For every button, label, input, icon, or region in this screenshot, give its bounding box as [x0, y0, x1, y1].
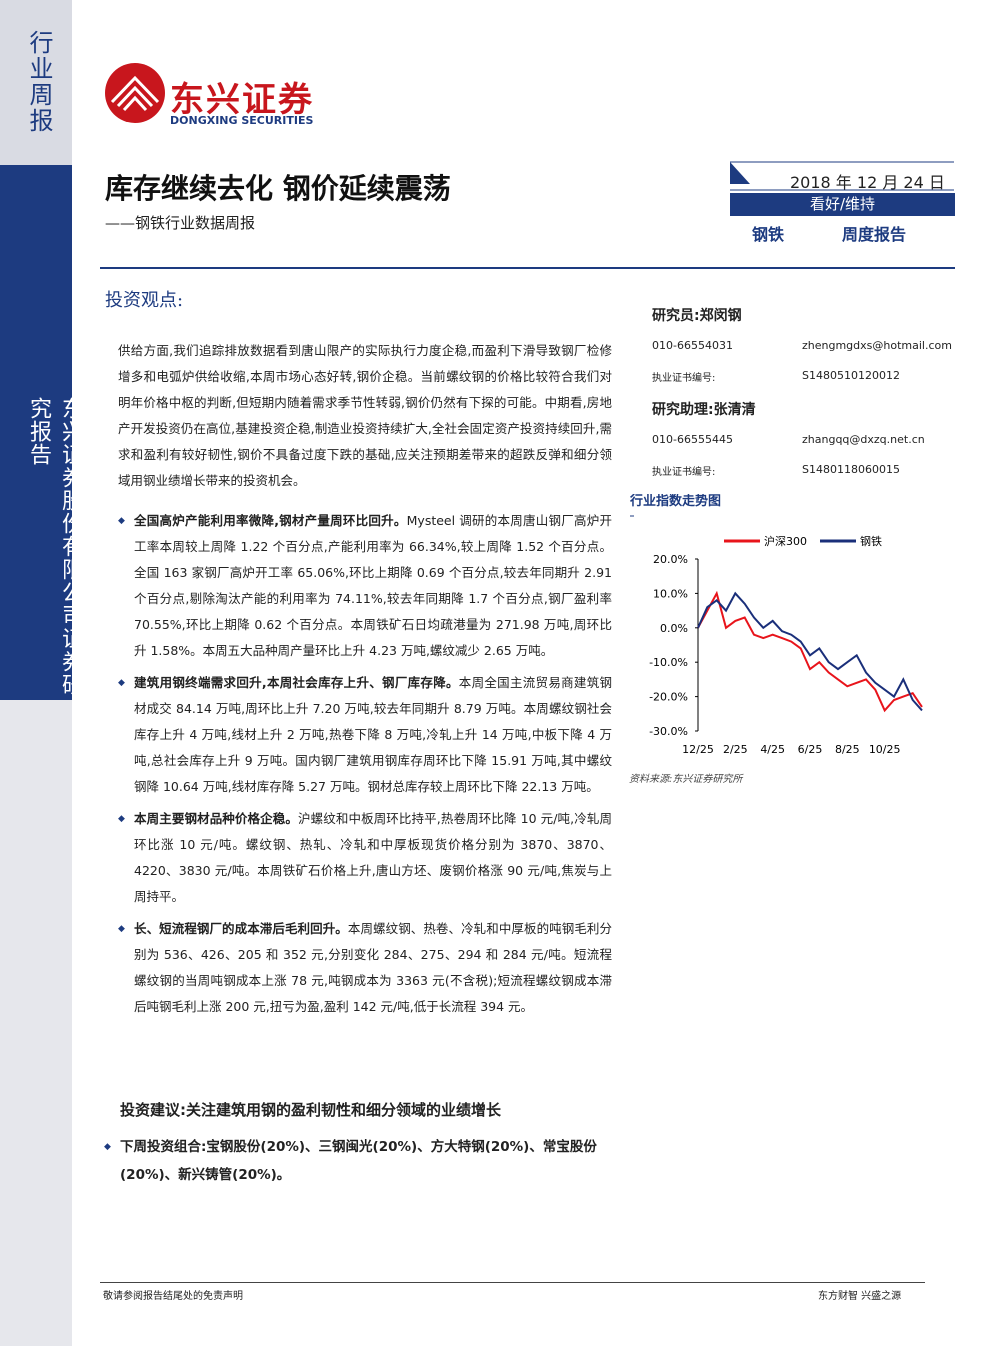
y-tick-label: -30.0%: [649, 725, 688, 738]
company-label: 东兴证券股份有限公司证券研究报告: [26, 397, 83, 696]
rating: 看好/维持: [730, 193, 955, 216]
analyst: 研究员:郑闵钢 010-66554031 zhengmgdxs@hotmail.co…: [652, 305, 955, 393]
bullet-text: 沪螺纹和中板周环比持平,热卷周环比降 10 元/吨,冷轧周环比涨 10 元/吨。…: [134, 811, 612, 904]
section-heading: 投资观点:: [105, 290, 184, 311]
analysts: 研究员:郑闵钢 010-66554031 zhengmgdxs@hotmail.co…: [652, 305, 955, 493]
divider: [100, 267, 955, 269]
subtitle: ——钢铁行业数据周报: [105, 214, 256, 232]
email: zhengmgdxs@hotmail.com: [802, 339, 952, 352]
footer-rule: [100, 1282, 925, 1283]
x-tick-label: 8/25: [835, 743, 860, 756]
portfolio: 下周投资组合:宝钢股份(20%)、三钢闽光(20%)、方大特钢(20%)、常宝股…: [104, 1133, 615, 1189]
title: 库存继续去化 钢价延续震荡: [105, 172, 451, 205]
bullet: 本周主要钢材品种价格企稳。沪螺纹和中板周环比持平,热卷周环比降 10 元/吨,冷…: [118, 806, 612, 910]
legend-label: 沪深300: [764, 534, 807, 548]
contact-row: 010-66555445 zhangqq@dxzq.net.cn: [652, 433, 955, 463]
legend-label: 钢铁: [860, 535, 882, 548]
bullet-lead: 建筑用钢终端需求回升,本周社会库存上升、钢厂库存降。: [134, 675, 459, 690]
industry: 钢铁: [752, 225, 785, 244]
x-tick-label: 2/25: [723, 743, 748, 756]
bullet: 长、短流程钢厂的成本滞后毛利回升。本周螺纹钢、热卷、冷轧和中厚板的吨钢毛利分别为…: [118, 916, 612, 1020]
bullet: 全国高炉产能利用率微降,钢材产量周环比回升。Mysteel 调研的本周唐山钢厂高…: [118, 508, 612, 664]
logo-name: 东兴证券: [170, 80, 314, 120]
report-kind: 行业周报: [25, 30, 53, 134]
footer-left: 敬请参阅报告结尾处的免责声明: [103, 1291, 243, 1302]
y-tick-label: -20.0%: [649, 691, 688, 704]
analyst-role: 研究助理:张清清: [652, 402, 756, 418]
cert-row: 执业证书编号: S1480510120012: [652, 369, 955, 393]
cert-label: 执业证书编号:: [652, 373, 716, 384]
chart-title: 行业指数走势图: [629, 494, 721, 509]
sidebar-bottom: [0, 700, 72, 1346]
series-line: [697, 591, 923, 712]
bullet-lead: 本周主要钢材品种价格企稳。: [134, 811, 298, 826]
x-tick-label: 4/25: [760, 743, 785, 756]
sidebar-top: 行业周报: [0, 0, 72, 165]
intro-paragraph: 供给方面,我们追踪排放数据看到唐山限产的实际执行力度企稳,而盈利下滑导致钢厂检修…: [118, 343, 612, 488]
cert-number: S1480118060015: [802, 463, 900, 476]
analyst-role: 研究员:郑闵钢: [652, 308, 742, 324]
x-tick-label: 6/25: [798, 743, 823, 756]
contact-row: 010-66554031 zhengmgdxs@hotmail.com: [652, 339, 955, 369]
bullet-lead: 全国高炉产能利用率微降,钢材产量周环比回升。: [134, 513, 407, 528]
phone: 010-66554031: [652, 339, 733, 352]
y-tick-label: 0.0%: [660, 622, 688, 635]
chart-source: 资料来源:东兴证券研究所: [629, 773, 744, 785]
x-tick-label: 12/25: [682, 743, 714, 756]
phone: 010-66555445: [652, 433, 733, 446]
series-line: [697, 590, 923, 713]
logo-mark: [105, 63, 165, 123]
sidebar-middle: 东兴证券股份有限公司证券研究报告: [0, 165, 83, 700]
report-date: 2018 年 12 月 24 日: [790, 173, 945, 192]
body-text: 供给方面,我们追踪排放数据看到唐山限产的实际执行力度企稳,而盈利下滑导致钢厂检修…: [118, 338, 612, 1026]
y-tick-label: 20.0%: [653, 553, 688, 566]
y-tick-label: 10.0%: [653, 587, 688, 600]
x-tick-label: 10/25: [869, 743, 901, 756]
cert-number: S1480510120012: [802, 369, 900, 382]
bullet-text: 本周全国主流贸易商建筑钢材成交 84.14 万吨,周环比上升 7.20 万吨,较…: [134, 675, 612, 794]
bullet-text: Mysteel 调研的本周唐山钢厂高炉开工率本周较上周降 1.22 个百分点,产…: [134, 513, 612, 658]
y-tick-label: -10.0%: [649, 656, 688, 669]
bullet-list: 全国高炉产能利用率微降,钢材产量周环比回升。Mysteel 调研的本周唐山钢厂高…: [118, 508, 612, 1020]
analyst: 研究助理:张清清 010-66555445 zhangqq@dxzq.net.cn 执…: [652, 399, 955, 487]
chart: 行业指数走势图 资料来源:东兴证券研究所 20.0% 10.0% 0.0% -10.0…: [629, 494, 923, 785]
cert-row: 执业证书编号: S1480118060015: [652, 463, 955, 487]
report-type: 周度报告: [842, 225, 907, 244]
bullet-text: 本周螺纹钢、热卷、冷轧和中厚板的吨钢毛利分别为 536、426、205 和 35…: [134, 921, 612, 1014]
recommendation-heading: 投资建议:关注建筑用钢的盈利韧性和细分领域的业绩增长: [120, 1101, 502, 1119]
bullet: 建筑用钢终端需求回升,本周社会库存上升、钢厂库存降。本周全国主流贸易商建筑钢材成…: [118, 670, 612, 800]
footer-right: 东方财智 兴盛之源: [818, 1291, 902, 1302]
logo-english: DONGXING SECURITIES: [170, 114, 314, 127]
bullet-lead: 长、短流程钢厂的成本滞后毛利回升。: [134, 921, 348, 936]
cert-label: 执业证书编号:: [652, 467, 716, 478]
email: zhangqq@dxzq.net.cn: [802, 433, 925, 446]
